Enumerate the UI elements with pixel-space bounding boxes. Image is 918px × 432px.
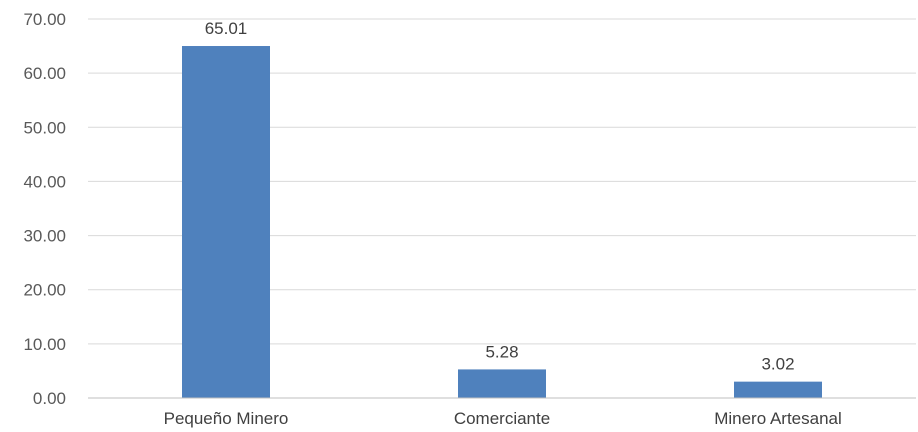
category-label: Minero Artesanal <box>714 409 842 428</box>
y-tick-label: 20.00 <box>23 281 66 300</box>
y-tick-label: 30.00 <box>23 227 66 246</box>
y-tick-label: 50.00 <box>23 118 66 137</box>
category-label: Comerciante <box>454 409 550 428</box>
data-label: 3.02 <box>761 355 794 374</box>
x-axis-category-labels: Pequeño Minero Comerciante Minero Artesana… <box>164 409 842 428</box>
bar <box>182 46 270 399</box>
y-tick-label: 40.00 <box>23 172 66 191</box>
bars <box>182 46 822 399</box>
y-tick-label: 0.00 <box>33 389 66 408</box>
y-tick-label: 60.00 <box>23 64 66 83</box>
y-axis-tick-labels: 0.00 10.00 20.00 30.00 40.00 50.00 60.00 70.00 <box>23 10 66 408</box>
data-label: 65.01 <box>205 19 248 38</box>
data-labels: 65.01 5.28 3.02 <box>205 19 795 374</box>
data-label: 5.28 <box>485 342 518 361</box>
category-label: Pequeño Minero <box>164 409 289 428</box>
bar <box>734 381 822 398</box>
y-tick-label: 70.00 <box>23 10 66 29</box>
y-tick-label: 10.00 <box>23 335 66 354</box>
bar <box>458 369 546 398</box>
